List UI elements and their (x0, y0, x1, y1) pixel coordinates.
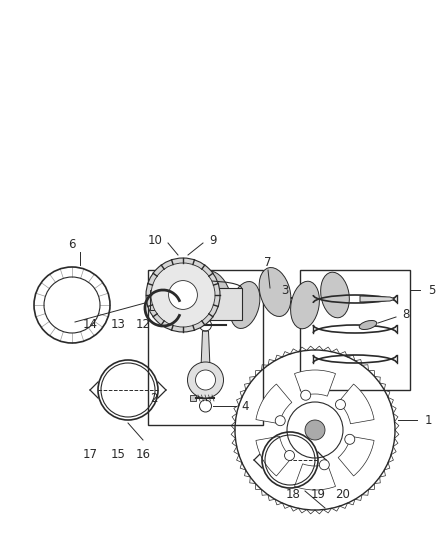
Text: 5: 5 (428, 284, 436, 296)
Text: 15: 15 (110, 448, 125, 462)
Text: 13: 13 (110, 319, 125, 332)
Ellipse shape (259, 268, 291, 317)
Circle shape (285, 450, 294, 461)
Ellipse shape (198, 271, 232, 319)
Polygon shape (201, 331, 211, 380)
Text: 3: 3 (281, 284, 289, 296)
Text: 17: 17 (82, 448, 98, 462)
Circle shape (169, 280, 198, 309)
Text: 12: 12 (135, 319, 151, 332)
Polygon shape (360, 296, 395, 302)
Text: 20: 20 (336, 489, 350, 502)
Wedge shape (294, 370, 336, 396)
Circle shape (195, 370, 215, 390)
Ellipse shape (230, 281, 260, 328)
Ellipse shape (321, 272, 350, 318)
Wedge shape (338, 436, 374, 476)
Wedge shape (294, 464, 336, 490)
Bar (170, 288, 241, 320)
Circle shape (345, 434, 355, 445)
Bar (150, 290, 162, 310)
Text: 14: 14 (82, 319, 98, 332)
Circle shape (151, 263, 215, 327)
Ellipse shape (290, 281, 319, 329)
Text: 16: 16 (135, 448, 151, 462)
Bar (300, 270, 410, 390)
Wedge shape (338, 384, 374, 424)
Text: 10: 10 (148, 235, 162, 247)
Circle shape (300, 390, 311, 400)
Wedge shape (256, 436, 292, 476)
Ellipse shape (359, 320, 377, 329)
Text: 18: 18 (286, 489, 300, 502)
Circle shape (336, 400, 346, 409)
Text: 6: 6 (68, 238, 76, 252)
Circle shape (305, 420, 325, 440)
Text: 9: 9 (209, 235, 217, 247)
Circle shape (275, 416, 285, 426)
Text: 4: 4 (242, 400, 249, 413)
Bar (190, 395, 196, 401)
Text: 2: 2 (150, 392, 158, 405)
Circle shape (187, 362, 223, 398)
Text: 7: 7 (264, 255, 272, 269)
Text: 19: 19 (311, 489, 325, 502)
Wedge shape (256, 384, 292, 424)
Bar (148, 270, 263, 425)
Circle shape (146, 258, 220, 332)
Circle shape (319, 460, 329, 470)
Text: 8: 8 (403, 309, 410, 321)
Text: 1: 1 (424, 414, 432, 426)
